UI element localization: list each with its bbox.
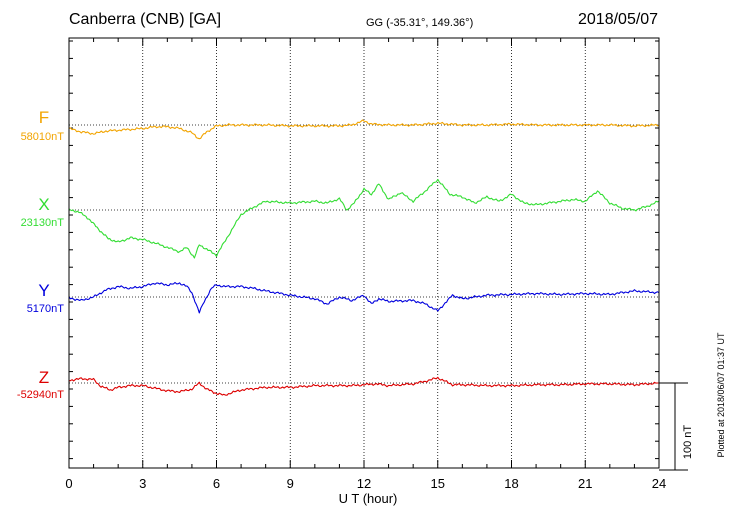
channel-label-z: Z	[38, 368, 50, 387]
channel-baseline-f: 58010nT	[20, 131, 64, 143]
x-tick-label: 21	[578, 476, 593, 491]
x-tick-label: 24	[651, 476, 667, 491]
channel-baseline-z: -52940nT	[16, 389, 64, 401]
plot-frame	[68, 37, 660, 469]
axis-ticks	[68, 38, 660, 468]
scale-bar	[659, 382, 688, 471]
x-tick-label: 12	[356, 476, 372, 491]
plot-date: 2018/05/07	[578, 11, 659, 28]
station-title: Canberra (CNB) [GA]	[69, 11, 222, 28]
station-coordinates: GG (-35.31°, 149.36°)	[366, 17, 474, 29]
x-tick-label: 18	[504, 476, 519, 491]
channel-label-x: X	[38, 195, 50, 214]
channel-label-y: Y	[38, 281, 50, 300]
channel-label-f: F	[38, 108, 50, 127]
gridlines	[69, 38, 659, 468]
channel-baseline-y: 5170nT	[26, 303, 64, 315]
channel-baseline-x: 23130nT	[20, 217, 64, 229]
x-tick-label: 6	[212, 476, 221, 491]
x-tick-label: 9	[286, 476, 294, 491]
series-y-line	[68, 281, 660, 314]
x-tick-label: 15	[430, 476, 445, 491]
series-f-line	[68, 119, 660, 140]
plotted-timestamp: Plotted at 2018/06/07 01:37 UT	[716, 332, 726, 458]
series-z-line	[68, 376, 659, 396]
x-axis-label: U T (hour)	[338, 491, 398, 506]
series-traces	[68, 119, 660, 396]
scale-bar-label: 100 nT	[682, 424, 694, 460]
series-x-line	[68, 178, 660, 259]
x-tick-label: 0	[65, 476, 73, 491]
x-tick-label: 3	[139, 476, 147, 491]
